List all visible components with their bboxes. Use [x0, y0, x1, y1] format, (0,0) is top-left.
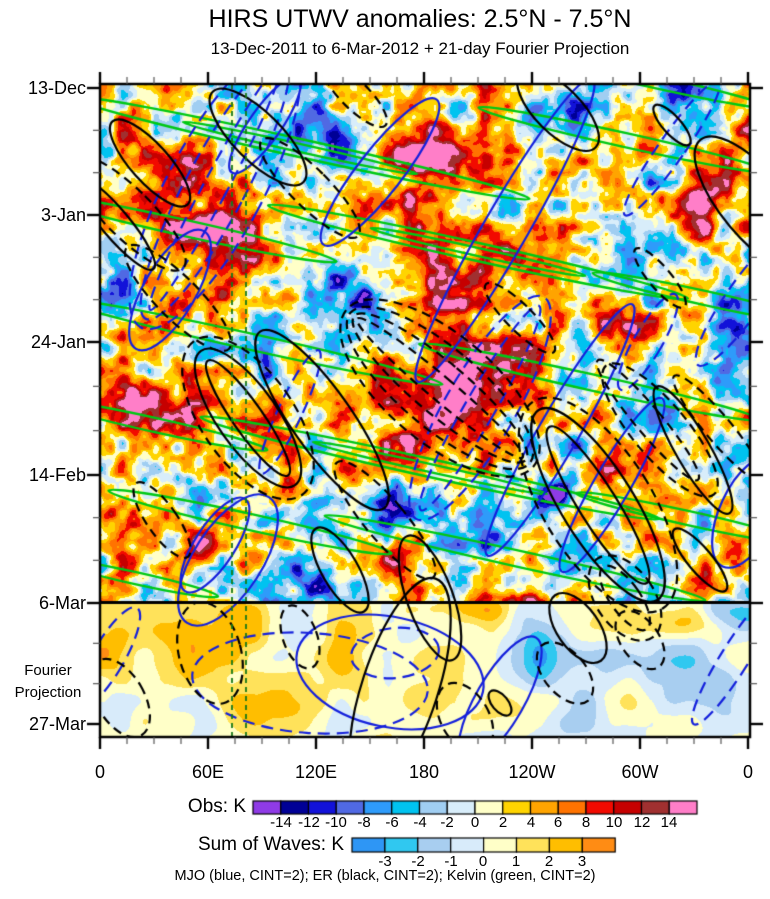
- obs-tick-n4: -4: [413, 814, 427, 831]
- contour-legend-caption: MJO (blue, CINT=2); ER (black, CINT=2); …: [174, 868, 596, 884]
- obs-tick-n6: -6: [385, 814, 399, 831]
- waves-tick-n1: -1: [444, 853, 458, 870]
- obs-tick-2: 2: [498, 814, 508, 831]
- fourier-annotation-line1: Fourier: [24, 662, 72, 679]
- waves-tick-3: 3: [577, 853, 587, 870]
- obs-colorbar-label: Obs: K: [187, 796, 246, 817]
- obs-tick-n8: -8: [357, 814, 371, 831]
- obs-tick-6: 6: [553, 814, 563, 831]
- fourier-projection-annotation: Fourier Projection: [2, 660, 94, 704]
- chart-subtitle: 13-Dec-2011 to 6-Mar-2012 + 21-day Fouri…: [210, 39, 630, 58]
- x-tick-label-0b: 0: [742, 762, 753, 782]
- x-tick-label-0a: 0: [94, 762, 105, 782]
- y-tick-label-13dec: 13-Dec: [27, 78, 86, 98]
- y-tick-label-3jan: 3-Jan: [40, 205, 86, 225]
- obs-tick-10: 10: [605, 814, 623, 831]
- fourier-annotation-line2: Projection: [14, 684, 82, 701]
- obs-tick-n12: -12: [298, 814, 320, 831]
- waves-tick-0: 0: [478, 853, 488, 870]
- y-tick-label-24jan: 24-Jan: [30, 332, 86, 352]
- x-tick-label-60e: 60E: [191, 762, 225, 782]
- waves-tick-1: 1: [511, 853, 521, 870]
- obs-tick-8: 8: [581, 814, 591, 831]
- x-tick-label-60w: 60W: [621, 762, 659, 782]
- waves-tick-n3: -3: [378, 853, 392, 870]
- y-tick-label-27mar: 27-Mar: [28, 714, 86, 734]
- y-tick-label-14feb: 14-Feb: [28, 465, 86, 485]
- chart-title: HIRS UTWV anomalies: 2.5°N - 7.5°N: [208, 5, 632, 33]
- x-tick-label-180: 180: [408, 762, 440, 782]
- obs-tick-12: 12: [633, 814, 651, 831]
- waves-colorbar-label: Sum of Waves: K: [197, 834, 344, 855]
- obs-tick-n2: -2: [440, 814, 454, 831]
- obs-tick-14: 14: [660, 814, 678, 831]
- obs-tick-4: 4: [526, 814, 536, 831]
- waves-tick-n2: -2: [411, 853, 425, 870]
- obs-tick-n14: -14: [270, 814, 292, 831]
- y-tick-label-6mar: 6-Mar: [38, 593, 86, 613]
- obs-tick-0: 0: [470, 814, 480, 831]
- obs-tick-n10: -10: [325, 814, 347, 831]
- x-tick-label-120e: 120E: [294, 762, 338, 782]
- waves-tick-2: 2: [544, 853, 554, 870]
- x-tick-label-120w: 120W: [508, 762, 556, 782]
